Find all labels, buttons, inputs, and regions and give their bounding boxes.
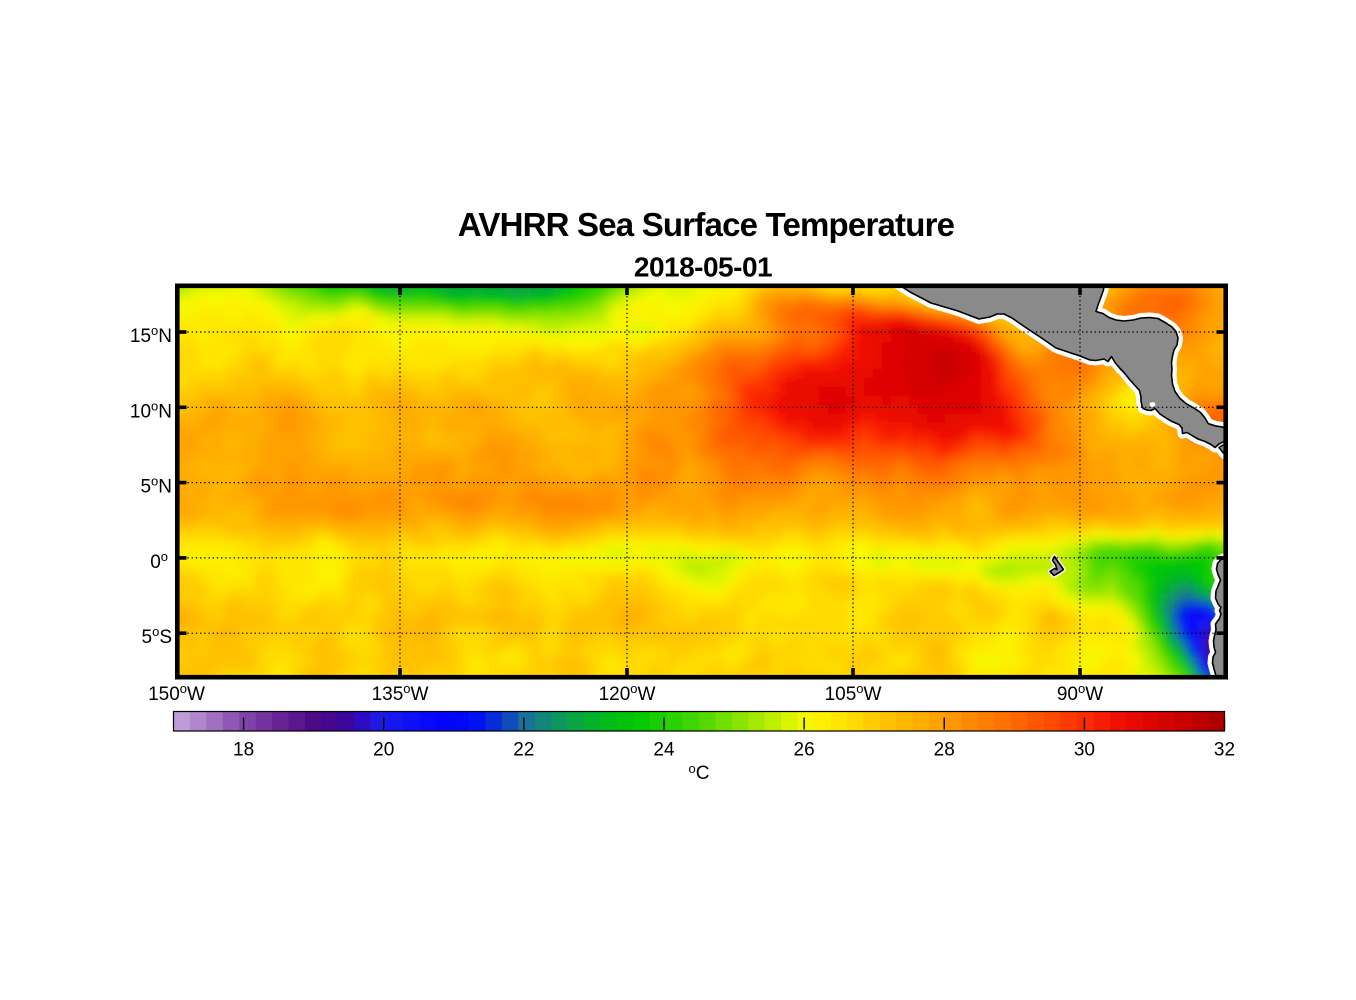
svg-text:30: 30 xyxy=(1074,740,1095,761)
svg-text:150oW: 150oW xyxy=(148,681,205,705)
svg-text:5oN: 5oN xyxy=(140,474,172,498)
svg-text:18: 18 xyxy=(233,740,254,761)
svg-text:22: 22 xyxy=(513,740,534,761)
svg-text:135oW: 135oW xyxy=(372,681,429,705)
svg-text:15oN: 15oN xyxy=(130,323,172,347)
svg-text:20: 20 xyxy=(373,740,394,761)
svg-text:120oW: 120oW xyxy=(599,681,656,705)
svg-text:AVHRR Sea Surface Temperature: AVHRR Sea Surface Temperature xyxy=(458,206,955,243)
svg-text:28: 28 xyxy=(934,740,955,761)
svg-text:24: 24 xyxy=(653,740,675,761)
svg-text:26: 26 xyxy=(794,740,815,761)
svg-text:32: 32 xyxy=(1214,740,1235,761)
svg-text:oC: oC xyxy=(689,761,710,784)
svg-text:105oW: 105oW xyxy=(825,681,882,705)
svg-text:2018-05-01: 2018-05-01 xyxy=(634,252,772,283)
svg-text:10oN: 10oN xyxy=(130,398,172,422)
